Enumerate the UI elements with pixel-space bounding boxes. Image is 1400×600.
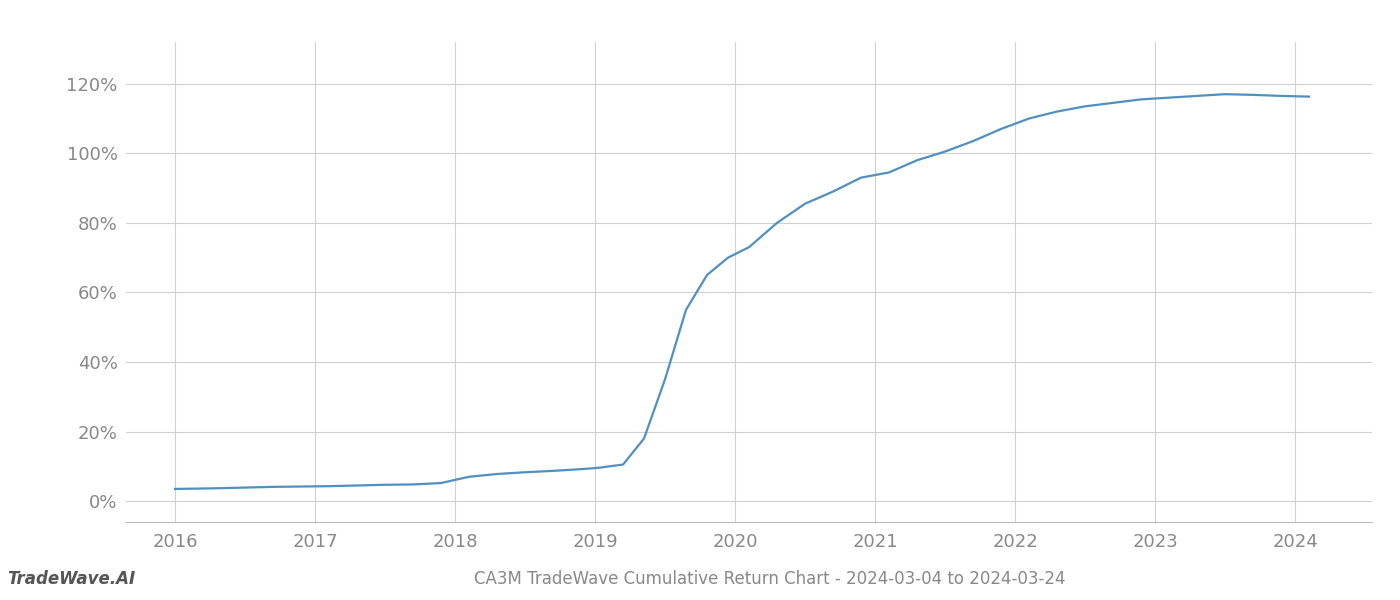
- Text: CA3M TradeWave Cumulative Return Chart - 2024-03-04 to 2024-03-24: CA3M TradeWave Cumulative Return Chart -…: [475, 570, 1065, 588]
- Text: TradeWave.AI: TradeWave.AI: [7, 570, 136, 588]
